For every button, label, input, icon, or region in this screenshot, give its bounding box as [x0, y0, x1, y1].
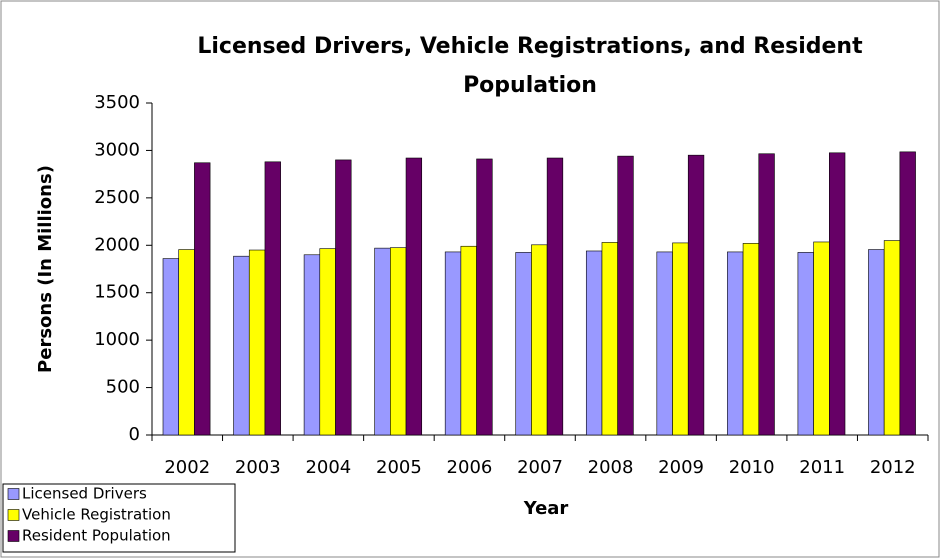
- x-tick-label: 2011: [799, 457, 845, 478]
- x-tick-label: 2002: [164, 457, 210, 478]
- x-tick-label: 2004: [305, 457, 351, 478]
- bar: [656, 251, 673, 436]
- bar: [617, 155, 634, 436]
- bar: [444, 251, 462, 436]
- bar: [476, 158, 493, 436]
- y-tick-label: 1000: [94, 329, 140, 350]
- bar: [758, 153, 775, 436]
- bar: [405, 157, 423, 436]
- bar: [868, 249, 885, 436]
- bar: [374, 247, 391, 436]
- y-tick-label: 2500: [94, 187, 140, 208]
- bar: [531, 244, 548, 436]
- legend-label: Licensed Drivers: [22, 485, 147, 503]
- bar: [829, 152, 846, 436]
- bar: [883, 240, 901, 436]
- y-tick-label: 500: [106, 377, 140, 398]
- bar: [319, 248, 336, 436]
- bar: [742, 243, 760, 436]
- bar: [390, 247, 407, 436]
- y-tick-label: 1500: [94, 282, 140, 303]
- bar: [178, 249, 195, 436]
- legend: [2, 483, 236, 553]
- bar: [727, 251, 744, 436]
- legend-swatch: [7, 530, 20, 542]
- bar: [515, 252, 532, 436]
- legend-label: Resident Population: [22, 527, 171, 545]
- chart-title: Licensed Drivers, Vehicle Registrations,…: [197, 34, 863, 98]
- bar: [687, 154, 705, 436]
- x-tick-label: 2009: [658, 457, 704, 478]
- bar: [264, 161, 281, 436]
- bar: [797, 252, 814, 436]
- bar: [303, 254, 321, 436]
- bar: [162, 258, 179, 436]
- legend-label: Vehicle Registration: [22, 506, 171, 524]
- y-axis-title: Persons (In Millions): [35, 165, 56, 373]
- bar: [899, 151, 916, 436]
- y-tick-label: 3500: [94, 92, 140, 113]
- bar: [460, 245, 477, 436]
- x-tick-label: 2012: [870, 457, 916, 478]
- x-tick-label: 2008: [588, 457, 634, 478]
- bar: [233, 255, 250, 436]
- x-tick-label: 2006: [447, 457, 493, 478]
- x-tick-label: 2003: [235, 457, 281, 478]
- y-tick-label: 0: [129, 424, 140, 445]
- x-axis-title: Year: [523, 498, 569, 519]
- bar: [335, 159, 352, 436]
- legend-swatch: [7, 488, 20, 500]
- bar: [601, 242, 618, 436]
- y-tick-label: 2000: [94, 234, 140, 255]
- bar: [813, 241, 830, 436]
- bar: [194, 162, 211, 436]
- bar: [672, 242, 689, 436]
- x-tick-label: 2007: [517, 457, 563, 478]
- x-tick-label: 2005: [376, 457, 422, 478]
- legend-swatch: [7, 509, 20, 521]
- bar: [248, 249, 266, 436]
- bar: [546, 157, 564, 436]
- bar: [585, 250, 603, 436]
- y-tick-label: 3000: [94, 139, 140, 160]
- x-tick-label: 2010: [729, 457, 775, 478]
